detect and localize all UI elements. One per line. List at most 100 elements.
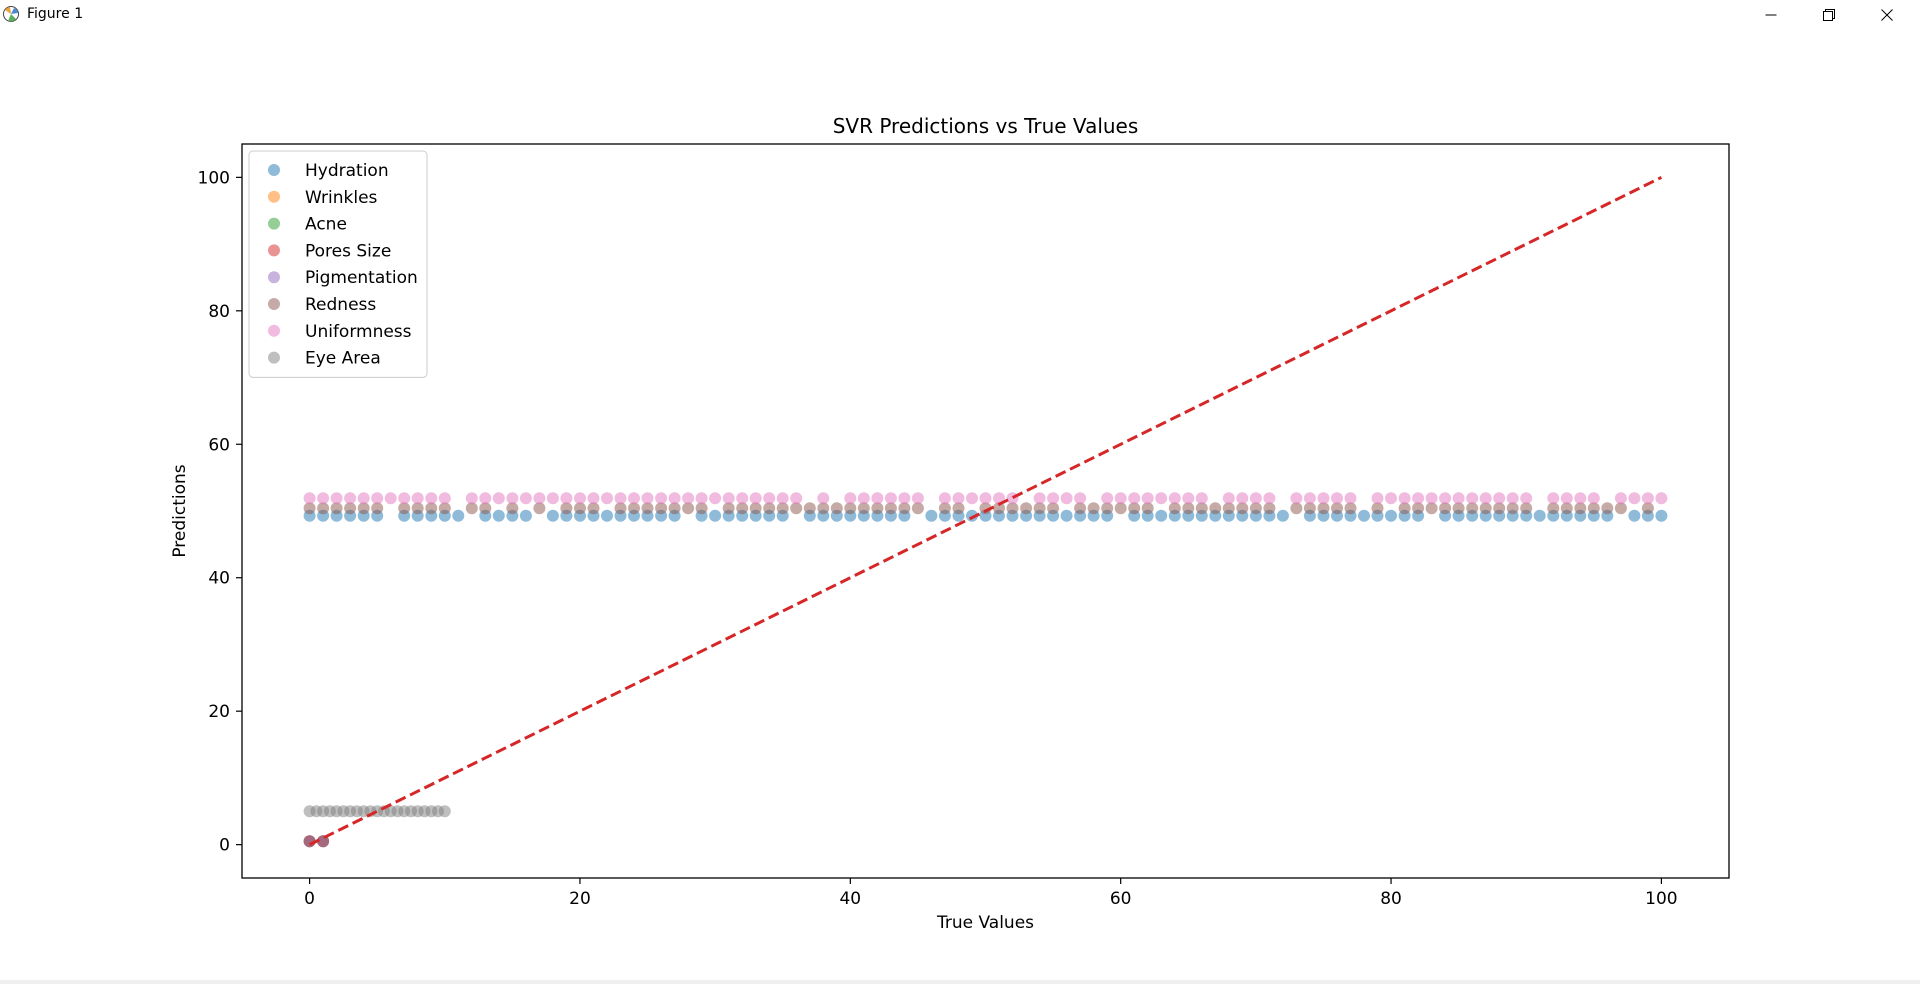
point-redness <box>695 502 708 515</box>
point-redness <box>668 502 681 515</box>
point-uniformness <box>817 492 830 505</box>
point-redness <box>1331 502 1343 515</box>
point-redness <box>1249 502 1262 515</box>
point-uniformness <box>1128 492 1141 505</box>
point-hydration <box>1060 509 1073 522</box>
point-uniformness <box>492 492 505 505</box>
point-redness <box>722 502 735 515</box>
point-redness <box>1614 502 1627 515</box>
point-uniformness <box>1466 492 1479 505</box>
point-uniformness <box>1371 492 1384 505</box>
point-redness <box>952 502 965 515</box>
point-uniformness <box>1222 492 1235 505</box>
point-redness <box>344 502 357 515</box>
point-redness <box>425 502 438 515</box>
point-redness <box>776 502 789 515</box>
point-uniformness <box>1452 492 1465 505</box>
point-uniformness <box>966 492 978 505</box>
point-uniformness <box>871 492 884 505</box>
point-hydration <box>492 509 505 522</box>
point-redness <box>911 502 924 515</box>
minimize-icon <box>1765 14 1777 16</box>
point-uniformness <box>344 492 357 505</box>
point-uniformness <box>398 492 411 505</box>
point-redness <box>884 502 897 515</box>
legend-label-eye-area: Eye Area <box>305 349 381 369</box>
x-tick-label: 0 <box>304 889 315 909</box>
point-uniformness <box>1155 492 1168 505</box>
window-titlebar: Figure 1 <box>0 0 1920 30</box>
scatter-chart: SVR Predictions vs True Values 0 20 40 60 80 1… <box>170 114 1730 933</box>
point-redness <box>1493 502 1506 515</box>
point-redness <box>1506 502 1519 515</box>
point-uniformness <box>1425 492 1438 505</box>
point-uniformness <box>1398 492 1411 505</box>
point-uniformness <box>317 492 330 505</box>
matplotlib-icon <box>3 6 19 22</box>
minimize-button[interactable] <box>1742 0 1800 30</box>
legend-box <box>248 150 428 378</box>
point-redness <box>1290 502 1303 515</box>
point-uniformness <box>519 492 532 505</box>
close-button[interactable] <box>1858 0 1916 30</box>
point-redness <box>655 502 668 515</box>
legend-label-uniformness: Uniformness <box>305 322 412 342</box>
point-uniformness <box>857 492 870 505</box>
x-tick-label: 80 <box>1380 889 1402 909</box>
point-uniformness <box>1047 492 1060 505</box>
maximize-button[interactable] <box>1800 0 1858 30</box>
point-redness <box>1466 502 1479 515</box>
point-uniformness <box>425 492 438 505</box>
x-axis-label: True Values <box>936 913 1034 933</box>
maximize-icon <box>1823 9 1835 21</box>
point-uniformness <box>1493 492 1506 505</box>
point-hydration <box>1533 509 1546 522</box>
point-redness <box>1195 502 1208 515</box>
legend-marker-pigmentation <box>268 271 280 284</box>
point-uniformness <box>357 492 370 505</box>
point-uniformness <box>1344 492 1357 505</box>
point-uniformness <box>722 492 735 505</box>
point-uniformness <box>763 492 776 505</box>
point-uniformness <box>1303 492 1316 505</box>
point-redness <box>533 502 546 515</box>
point-uniformness <box>411 492 424 505</box>
point-redness <box>1344 502 1357 515</box>
point-redness <box>465 502 478 515</box>
point-redness <box>938 502 951 515</box>
point-redness <box>1574 502 1587 515</box>
y-tick-label: 40 <box>208 569 230 589</box>
legend: Hydration Wrinkles Acne Pores Size Pigmentat… <box>248 150 428 378</box>
point-redness <box>1047 502 1060 515</box>
point-redness <box>790 502 803 515</box>
point-redness <box>1412 502 1425 515</box>
point-redness <box>560 502 573 515</box>
point-uniformness <box>1290 492 1303 505</box>
point-eye-area <box>438 805 451 818</box>
point-uniformness <box>1168 492 1181 505</box>
point-uniformness <box>546 492 559 505</box>
point-uniformness <box>465 492 478 505</box>
axes-frame <box>241 143 1730 879</box>
point-uniformness <box>1412 492 1425 505</box>
point-uniformness <box>1587 492 1600 505</box>
point-uniformness <box>614 492 627 505</box>
reference-line <box>308 176 1663 846</box>
point-hydration <box>709 509 722 522</box>
point-redness <box>1303 502 1316 515</box>
point-uniformness <box>709 492 722 505</box>
point-uniformness <box>979 492 992 505</box>
point-uniformness <box>1317 492 1330 505</box>
point-uniformness <box>736 492 749 505</box>
point-uniformness <box>1114 492 1127 505</box>
point-redness <box>1006 502 1019 515</box>
point-redness <box>993 502 1005 515</box>
point-hydration <box>966 509 978 522</box>
point-redness <box>1263 502 1276 515</box>
point-uniformness <box>628 492 640 505</box>
point-uniformness <box>587 492 600 505</box>
point-redness <box>817 502 830 515</box>
legend-label-hydration: Hydration <box>305 161 389 181</box>
legend-marker-eye-area <box>268 351 280 364</box>
point-uniformness <box>1195 492 1208 505</box>
